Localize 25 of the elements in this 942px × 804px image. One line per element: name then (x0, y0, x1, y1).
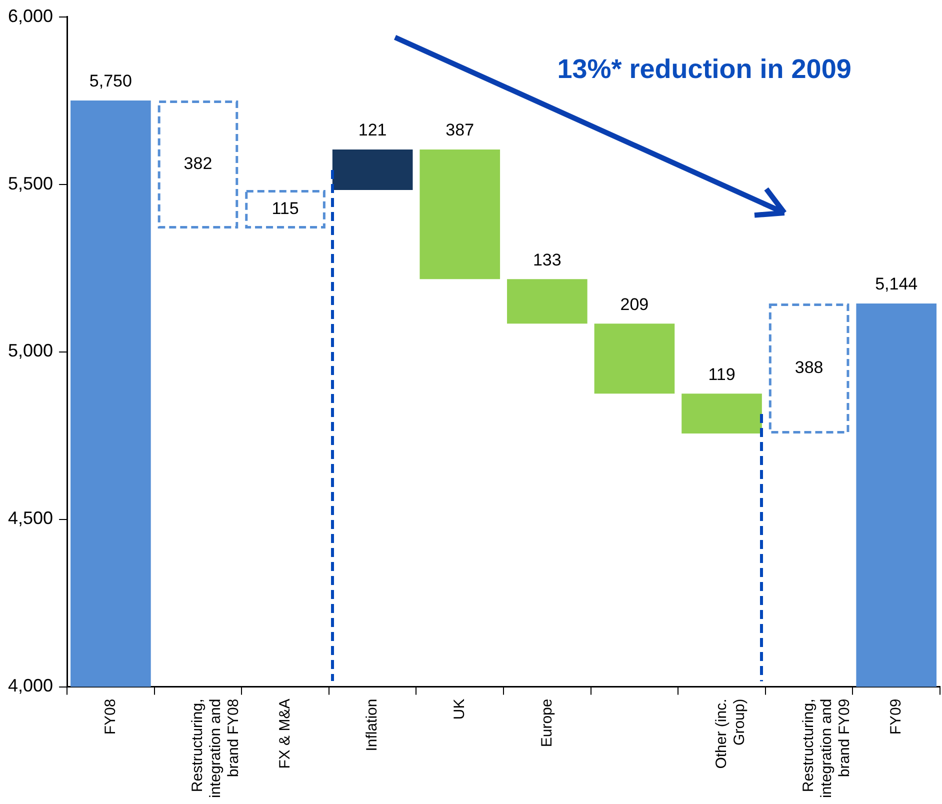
x-tick-label: FX & M&A (276, 698, 294, 769)
annotation: 13%* reduction in 2009 (557, 54, 852, 84)
x-tick-label: Other (inc. Group) (712, 698, 748, 769)
y-tick-label: 5,500 (8, 173, 54, 194)
data-label: 121 (358, 120, 387, 140)
data-label: 382 (184, 154, 212, 174)
y-tick-label: 4,500 (8, 508, 54, 528)
data-label: 388 (794, 358, 824, 378)
x-tick-label: FY08 (102, 698, 119, 735)
x-tick-label: Inflation (364, 698, 381, 752)
y-tick-label: 6,000 (8, 6, 54, 26)
data-label: 119 (708, 364, 736, 384)
data-label: 133 (532, 250, 562, 270)
data-label: 209 (620, 294, 649, 314)
x-tick-label: Europe (538, 698, 556, 748)
y-tick-label: 4,000 (8, 676, 54, 696)
data-label: 5,750 (89, 72, 132, 91)
x-tick-label: UK (451, 698, 468, 720)
data-label: 387 (446, 120, 474, 140)
x-tick-label: Restructuring, integration and brand FY08 (189, 698, 242, 798)
x-tick-label: FY09 (887, 698, 904, 735)
x-tick-label: Restructuring, integration and brand FY09 (800, 698, 854, 798)
data-label: 115 (272, 198, 299, 218)
y-tick-label: 5,000 (8, 340, 54, 361)
data-label: 5,144 (875, 274, 918, 294)
